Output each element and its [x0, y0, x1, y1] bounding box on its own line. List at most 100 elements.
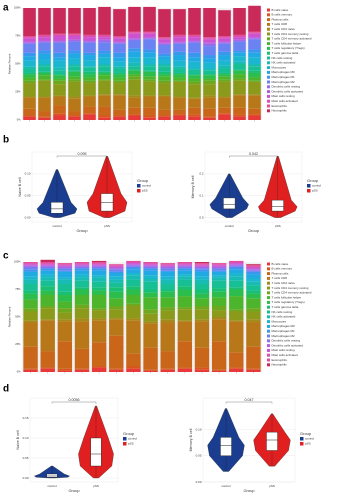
- bar-segment: [233, 37, 246, 40]
- bar-segment: [57, 268, 73, 271]
- bar-segment: [40, 351, 55, 368]
- bar-segment: [126, 267, 141, 270]
- bar-segment: [23, 77, 36, 81]
- bar-segment: [128, 114, 141, 116]
- bar-segment: [143, 265, 158, 267]
- bar-segment: [233, 116, 246, 120]
- bar-segment: [74, 321, 90, 349]
- bar-segment: [229, 296, 244, 310]
- bar-segment: [211, 310, 227, 317]
- significance-bracket: [225, 401, 273, 404]
- legend-label: Macrophages M2: [272, 334, 296, 338]
- bar-segment: [113, 74, 126, 78]
- bar-segment: [143, 270, 158, 276]
- bar-segment: [194, 262, 210, 264]
- bar-segment: [233, 52, 246, 57]
- y-axis-label: Naive B cell: [16, 430, 20, 449]
- bar-segment: [143, 6, 156, 32]
- bar-segment: [229, 265, 244, 267]
- bar-segment: [143, 49, 156, 53]
- bar-segment: [40, 274, 55, 278]
- bar-segment: [203, 43, 216, 47]
- bar-segment: [203, 58, 216, 63]
- bar-segment: [173, 36, 186, 38]
- legend-label: Macrophages M1: [272, 329, 296, 333]
- bar-segment: [143, 39, 156, 50]
- bar-segment: [23, 74, 36, 78]
- bar-segment: [194, 279, 210, 284]
- bar-segment: [177, 341, 193, 368]
- bar-segment: [128, 97, 141, 108]
- bar-segment: [173, 115, 186, 120]
- bar-segment: [38, 71, 51, 73]
- bar-segment: [143, 275, 158, 279]
- bar-segment: [203, 80, 216, 85]
- bar-segment: [109, 269, 124, 272]
- bar-segment: [248, 49, 261, 53]
- bar-segment: [109, 276, 124, 280]
- bar-segment: [23, 38, 36, 42]
- bar-segment: [113, 43, 126, 53]
- bar-segment: [160, 264, 175, 266]
- bar-segment: [173, 114, 186, 116]
- bar-segment: [233, 107, 246, 115]
- bar-segment: [229, 309, 244, 312]
- bar-segment: [233, 70, 246, 75]
- bar-segment: [113, 94, 126, 96]
- bar-segment: [160, 268, 175, 271]
- bar-segment: [177, 367, 193, 369]
- y-tick-label: 0.10: [196, 427, 202, 431]
- bar-segment: [173, 96, 186, 98]
- bar-segment: [91, 267, 107, 269]
- bar-segment: [98, 42, 111, 51]
- legend-label: Mast cells resting: [272, 94, 296, 98]
- bar-segment: [23, 263, 38, 265]
- bar-segment: [218, 68, 231, 73]
- bar-segment: [23, 36, 36, 38]
- bar-segment: [74, 266, 90, 268]
- legend-swatch: [267, 46, 270, 50]
- legend-swatch: [267, 363, 270, 367]
- bar-segment: [91, 268, 107, 271]
- bar-segment: [188, 114, 201, 117]
- bar-segment: [113, 66, 126, 69]
- legend-label: T cells follicular helper: [272, 41, 302, 45]
- bar-segment: [194, 289, 210, 294]
- legend-label: T cells CD8: [272, 22, 288, 26]
- bar-segment: [57, 312, 73, 320]
- bar-segment: [211, 319, 227, 342]
- legend-swatch: [267, 276, 270, 280]
- bar-segment: [160, 369, 175, 372]
- bar-segment: [91, 265, 107, 267]
- bar-segment: [188, 81, 201, 85]
- x-axis-label: Group: [68, 488, 80, 493]
- bar-segment: [57, 279, 73, 284]
- bar-segment: [40, 280, 55, 287]
- legend-swatch: [123, 442, 127, 446]
- bar-segment: [248, 32, 261, 34]
- bar-segment: [229, 264, 244, 266]
- bar-segment: [246, 290, 261, 294]
- bar-segment: [113, 38, 126, 42]
- bar-segment: [113, 77, 126, 81]
- legend-label: NK cells resting: [272, 310, 293, 314]
- legend-label: Macrophages M0: [272, 324, 296, 328]
- bar-segment: [40, 262, 55, 264]
- bar-segment: [188, 57, 201, 62]
- bar-segment: [68, 39, 81, 41]
- bar-segment: [83, 77, 96, 81]
- legend-label: T cells CD4 naive: [272, 281, 296, 285]
- bar-segment: [126, 286, 141, 290]
- legend-swatch: [267, 320, 270, 324]
- bar-segment: [211, 369, 227, 371]
- bar-segment: [53, 70, 66, 75]
- bar-segment: [143, 38, 156, 40]
- bar-segment: [229, 266, 244, 268]
- bar-segment: [91, 367, 107, 372]
- bar-segment: [91, 366, 107, 368]
- bar-segment: [173, 68, 186, 73]
- bar-segment: [53, 52, 66, 58]
- bar-segment: [23, 264, 38, 266]
- legend-title: Group: [300, 431, 312, 436]
